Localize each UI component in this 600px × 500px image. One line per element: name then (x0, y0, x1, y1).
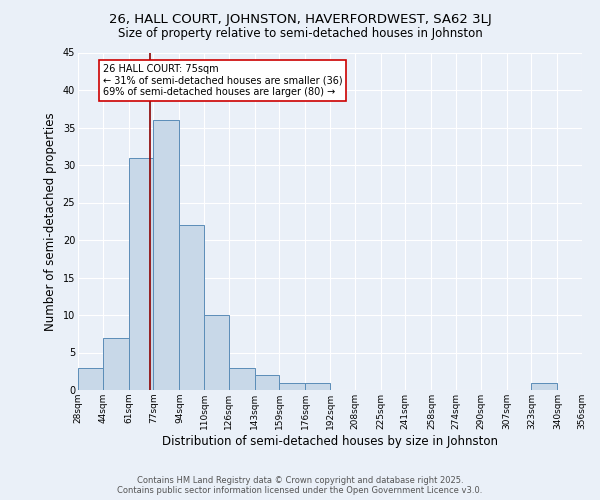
Bar (255, 375, 279, 390)
Bar (129, 158, 153, 390)
Bar (78, 368, 103, 390)
Bar (229, 368, 255, 390)
Bar (153, 120, 179, 390)
Bar (204, 315, 229, 390)
X-axis label: Distribution of semi-detached houses by size in Johnston: Distribution of semi-detached houses by … (162, 434, 498, 448)
Y-axis label: Number of semi-detached properties: Number of semi-detached properties (44, 112, 57, 330)
Bar (305, 382, 330, 390)
Text: Size of property relative to semi-detached houses in Johnston: Size of property relative to semi-detach… (118, 28, 482, 40)
Bar (279, 382, 305, 390)
Bar (179, 225, 204, 390)
Bar (531, 382, 557, 390)
Text: 26, HALL COURT, JOHNSTON, HAVERFORDWEST, SA62 3LJ: 26, HALL COURT, JOHNSTON, HAVERFORDWEST,… (109, 12, 491, 26)
Text: 26 HALL COURT: 75sqm
← 31% of semi-detached houses are smaller (36)
69% of semi-: 26 HALL COURT: 75sqm ← 31% of semi-detac… (103, 64, 342, 97)
Text: Contains HM Land Registry data © Crown copyright and database right 2025.
Contai: Contains HM Land Registry data © Crown c… (118, 476, 482, 495)
Bar (103, 338, 129, 390)
